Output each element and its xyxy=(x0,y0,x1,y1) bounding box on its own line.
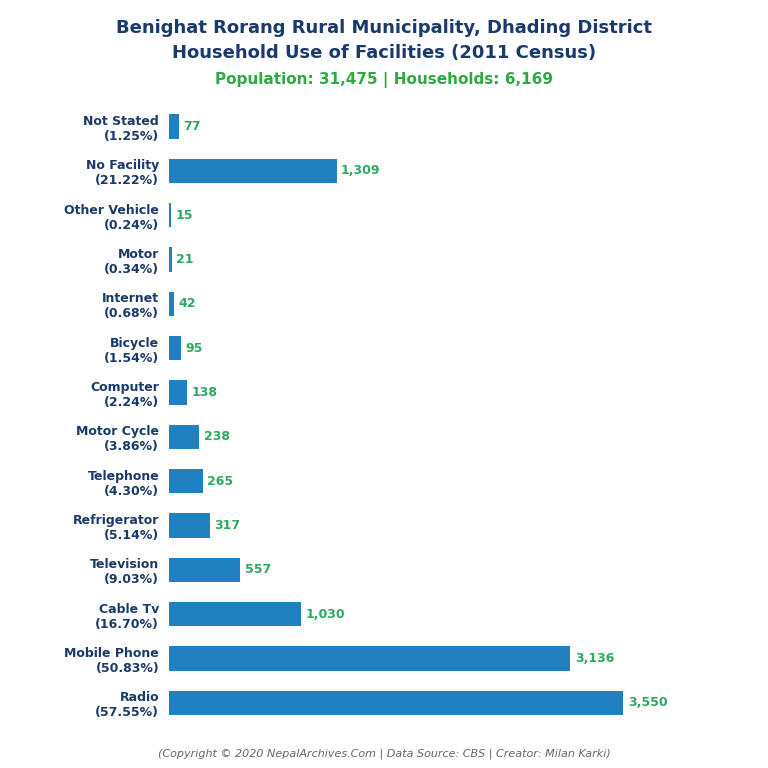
Text: 3,550: 3,550 xyxy=(628,697,667,710)
Bar xyxy=(169,469,203,493)
Text: Population: 31,475 | Households: 6,169: Population: 31,475 | Households: 6,169 xyxy=(215,72,553,88)
Text: 557: 557 xyxy=(245,564,271,577)
Text: 21: 21 xyxy=(176,253,194,266)
Text: 317: 317 xyxy=(214,519,240,532)
Text: 3,136: 3,136 xyxy=(574,652,614,665)
Text: Household Use of Facilities (2011 Census): Household Use of Facilities (2011 Census… xyxy=(172,44,596,61)
Text: 77: 77 xyxy=(184,120,200,133)
Text: 138: 138 xyxy=(191,386,217,399)
Text: 95: 95 xyxy=(186,342,203,355)
Bar xyxy=(169,647,571,670)
Text: 265: 265 xyxy=(207,475,233,488)
Bar xyxy=(169,602,301,627)
Text: (Copyright © 2020 NepalArchives.Com | Data Source: CBS | Creator: Milan Karki): (Copyright © 2020 NepalArchives.Com | Da… xyxy=(157,748,611,759)
Bar xyxy=(169,336,181,360)
Text: 42: 42 xyxy=(179,297,197,310)
Text: 1,309: 1,309 xyxy=(341,164,380,177)
Bar xyxy=(169,203,170,227)
Bar xyxy=(169,513,210,538)
Bar xyxy=(169,247,171,272)
Text: 1,030: 1,030 xyxy=(305,607,345,621)
Text: 15: 15 xyxy=(175,209,193,222)
Bar xyxy=(169,380,187,405)
Text: 238: 238 xyxy=(204,430,230,443)
Bar xyxy=(169,558,240,582)
Bar xyxy=(169,114,179,139)
Bar xyxy=(169,690,624,715)
Bar xyxy=(169,292,174,316)
Bar xyxy=(169,159,336,183)
Bar xyxy=(169,425,200,449)
Text: Benighat Rorang Rural Municipality, Dhading District: Benighat Rorang Rural Municipality, Dhad… xyxy=(116,19,652,37)
